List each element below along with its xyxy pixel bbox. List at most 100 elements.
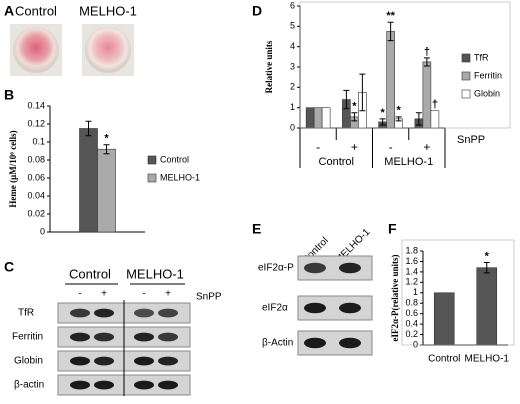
x-tick-label: - — [316, 140, 320, 154]
significance-label: * — [352, 101, 357, 113]
plot-frame — [401, 239, 515, 346]
bar — [313, 107, 323, 129]
panel-label: D — [252, 3, 262, 19]
error-bar — [483, 261, 490, 274]
panel-label: B — [4, 87, 14, 103]
row-label: TfR — [18, 308, 34, 319]
x-tick-label: + — [423, 140, 430, 154]
y-tick-label: 0.1 — [32, 136, 45, 146]
y-tick-label: 0.4 — [405, 318, 418, 328]
y-tick-label: 1.2 — [405, 277, 418, 287]
legend-swatch — [461, 89, 471, 99]
legend-swatch — [147, 173, 157, 183]
blot-band — [94, 332, 114, 342]
bar — [305, 107, 315, 129]
y-tick-label: 5 — [290, 21, 295, 31]
sign: - — [78, 289, 81, 300]
y-tick-label: 0.02 — [27, 208, 45, 218]
x-tick-label: Control — [428, 354, 460, 365]
bar — [476, 267, 498, 346]
bar — [422, 61, 432, 129]
row-label: Globin — [14, 356, 43, 367]
legend-swatch — [461, 71, 471, 81]
row-label: β-Actin — [262, 338, 293, 349]
bar — [321, 107, 331, 129]
legend-swatch — [147, 155, 157, 165]
panel-label: E — [252, 221, 261, 237]
row-label: Ferritin — [12, 332, 43, 343]
plot-frame — [299, 1, 511, 129]
sign: + — [165, 289, 171, 300]
group-label: Control — [319, 156, 354, 168]
significance-label: † — [424, 46, 430, 58]
y-tick-label: 0 — [40, 226, 45, 236]
legend-label: TfR — [474, 52, 489, 62]
well-label: MELHO-1 — [79, 3, 137, 18]
blot-band — [70, 332, 90, 342]
well — [13, 27, 59, 73]
blot-band — [339, 337, 361, 349]
error-bar — [343, 89, 350, 110]
blot-band — [158, 356, 178, 366]
blot-band — [134, 356, 154, 366]
error-bar — [379, 118, 386, 126]
y-tick-label: 1.4 — [405, 266, 418, 276]
blot-band — [134, 308, 154, 318]
row-label: eIF2α-P — [258, 263, 294, 274]
bar — [97, 148, 116, 233]
error-bar — [395, 116, 402, 122]
y-tick-label: 4 — [290, 41, 295, 51]
y-tick-label: 0 — [290, 122, 295, 132]
y-tick-label: 0.12 — [27, 118, 45, 128]
significance-label: * — [396, 105, 401, 117]
y-tick-label: 0 — [413, 339, 418, 349]
y-axis-label: Relative units — [264, 40, 274, 93]
panel-c: Control MELHO-1 - + - + SnPP TfR Ferriti… — [12, 266, 222, 390]
significance-label: * — [380, 107, 385, 119]
group-label: MELHO-1 — [126, 266, 184, 281]
error-bar — [85, 120, 92, 137]
x-tick-label: - — [389, 140, 393, 154]
y-tick-label: 1 — [290, 102, 295, 112]
significance-label: ** — [386, 10, 395, 22]
significance-label: * — [485, 250, 490, 262]
blot-band — [158, 308, 178, 318]
error-bar — [359, 73, 366, 112]
blot-band — [304, 302, 326, 314]
bar — [433, 292, 455, 346]
blot-band — [304, 262, 326, 274]
blot-band — [339, 302, 361, 314]
y-tick-label: 1.6 — [405, 256, 418, 266]
y-tick-label: 0.8 — [405, 298, 418, 308]
row-label: β-actin — [14, 380, 44, 391]
y-tick-label: 2 — [290, 82, 295, 92]
y-tick-label: 6 — [290, 0, 295, 10]
error-bar — [415, 112, 422, 126]
sign: - — [142, 289, 145, 300]
well-label: Control — [15, 3, 57, 18]
error-bar — [423, 57, 430, 67]
legend-label: Control — [160, 154, 189, 164]
y-axis-label: Heme (µM/10⁶ cells) — [8, 130, 18, 207]
panel-label: C — [4, 259, 14, 275]
y-tick-label: 1 — [413, 287, 418, 297]
error-bar — [351, 112, 358, 122]
legend-label: Ferritin — [474, 70, 502, 80]
y-tick-label: 0.08 — [27, 154, 45, 164]
group-label: Control — [69, 266, 111, 281]
bar — [430, 110, 440, 129]
x-tick-label: MELHO-1 — [465, 354, 510, 365]
significance-label: * — [104, 133, 109, 145]
blot-band — [134, 332, 154, 342]
blot-band — [339, 262, 361, 274]
y-tick-label: 0.2 — [405, 329, 418, 339]
row-label: eIF2α — [262, 303, 288, 314]
treatment-label: SnPP — [196, 292, 222, 303]
blot-band — [70, 356, 90, 366]
bar — [386, 31, 395, 129]
blot-band — [70, 308, 90, 318]
blot-band — [158, 332, 178, 342]
blot-band — [70, 380, 90, 390]
error-bar — [103, 144, 110, 155]
